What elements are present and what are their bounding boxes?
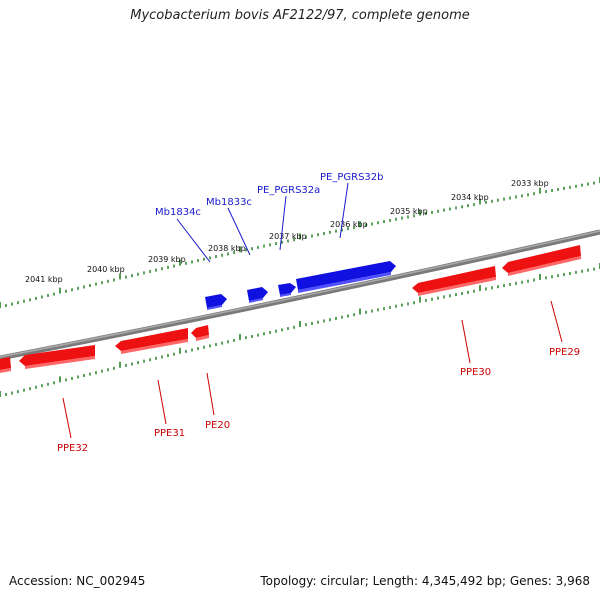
- label-mb1834c: Mb1834c: [155, 207, 201, 218]
- scale-label-2039: 2039 kbp: [148, 255, 186, 264]
- scale-label-2033: 2033 kbp: [511, 179, 549, 188]
- label-ppe29: PPE29: [549, 347, 580, 358]
- gene-ppe29[interactable]: [502, 245, 581, 276]
- leader-ppe30: [461, 319, 471, 364]
- genome-summary-text: Topology: circular; Length: 4,345,492 bp…: [260, 574, 590, 588]
- gene-pe-pgrs32a[interactable]: [278, 283, 296, 297]
- leader-pe20: [206, 372, 215, 416]
- leader-ppe29: [550, 300, 563, 343]
- scale-label-2041: 2041 kbp: [25, 275, 63, 284]
- gene-mb1833c[interactable]: [247, 287, 268, 303]
- leader-pe-pgrs32b: [339, 182, 349, 239]
- map-title: Mycobacterium bovis AF2122/97, complete …: [130, 8, 470, 23]
- bottom-tick-ruler: [0, 263, 600, 397]
- label-ppe31: PPE31: [154, 428, 185, 439]
- scale-label-2035: 2035 kbp: [390, 207, 428, 216]
- top-tick-ruler: [0, 177, 600, 308]
- label-ppe32: PPE32: [57, 443, 88, 454]
- genome-backbone: [0, 229, 600, 361]
- scale-label-2034: 2034 kbp: [451, 193, 489, 202]
- leader-pe-pgrs32a: [279, 195, 287, 251]
- leader-mb1833c: [227, 207, 251, 256]
- leader-ppe32: [62, 397, 72, 439]
- gene-ppe30[interactable]: [412, 266, 496, 296]
- genome-backbone-highlight: [0, 230, 600, 358]
- scale-label-2038: 2038 kbp: [208, 244, 246, 253]
- scale-label-2037: 2037 kbp: [269, 232, 307, 241]
- leader-ppe31: [157, 379, 167, 425]
- gene-pe-pgrs32b[interactable]: [296, 261, 396, 293]
- scale-label-2036: 2036 kbp: [330, 220, 368, 229]
- scale-label-2040: 2040 kbp: [87, 265, 125, 274]
- label-ppe30: PPE30: [460, 367, 491, 378]
- label-pe-pgrs32b: PE_PGRS32b: [320, 172, 384, 183]
- accession-text: Accession: NC_002945: [9, 574, 146, 588]
- label-mb1833c: Mb1833c: [206, 197, 252, 208]
- gene-ppe32[interactable]: [19, 345, 95, 369]
- label-pe-pgrs32a: PE_PGRS32a: [257, 185, 320, 196]
- leader-mb1834c: [176, 218, 211, 263]
- label-pe20: PE20: [205, 420, 230, 431]
- gene-ppe31[interactable]: [115, 328, 188, 354]
- gene-pe20[interactable]: [191, 325, 209, 341]
- gene-ppe-left-partial[interactable]: [0, 357, 11, 373]
- gene-mb1834c[interactable]: [205, 294, 227, 310]
